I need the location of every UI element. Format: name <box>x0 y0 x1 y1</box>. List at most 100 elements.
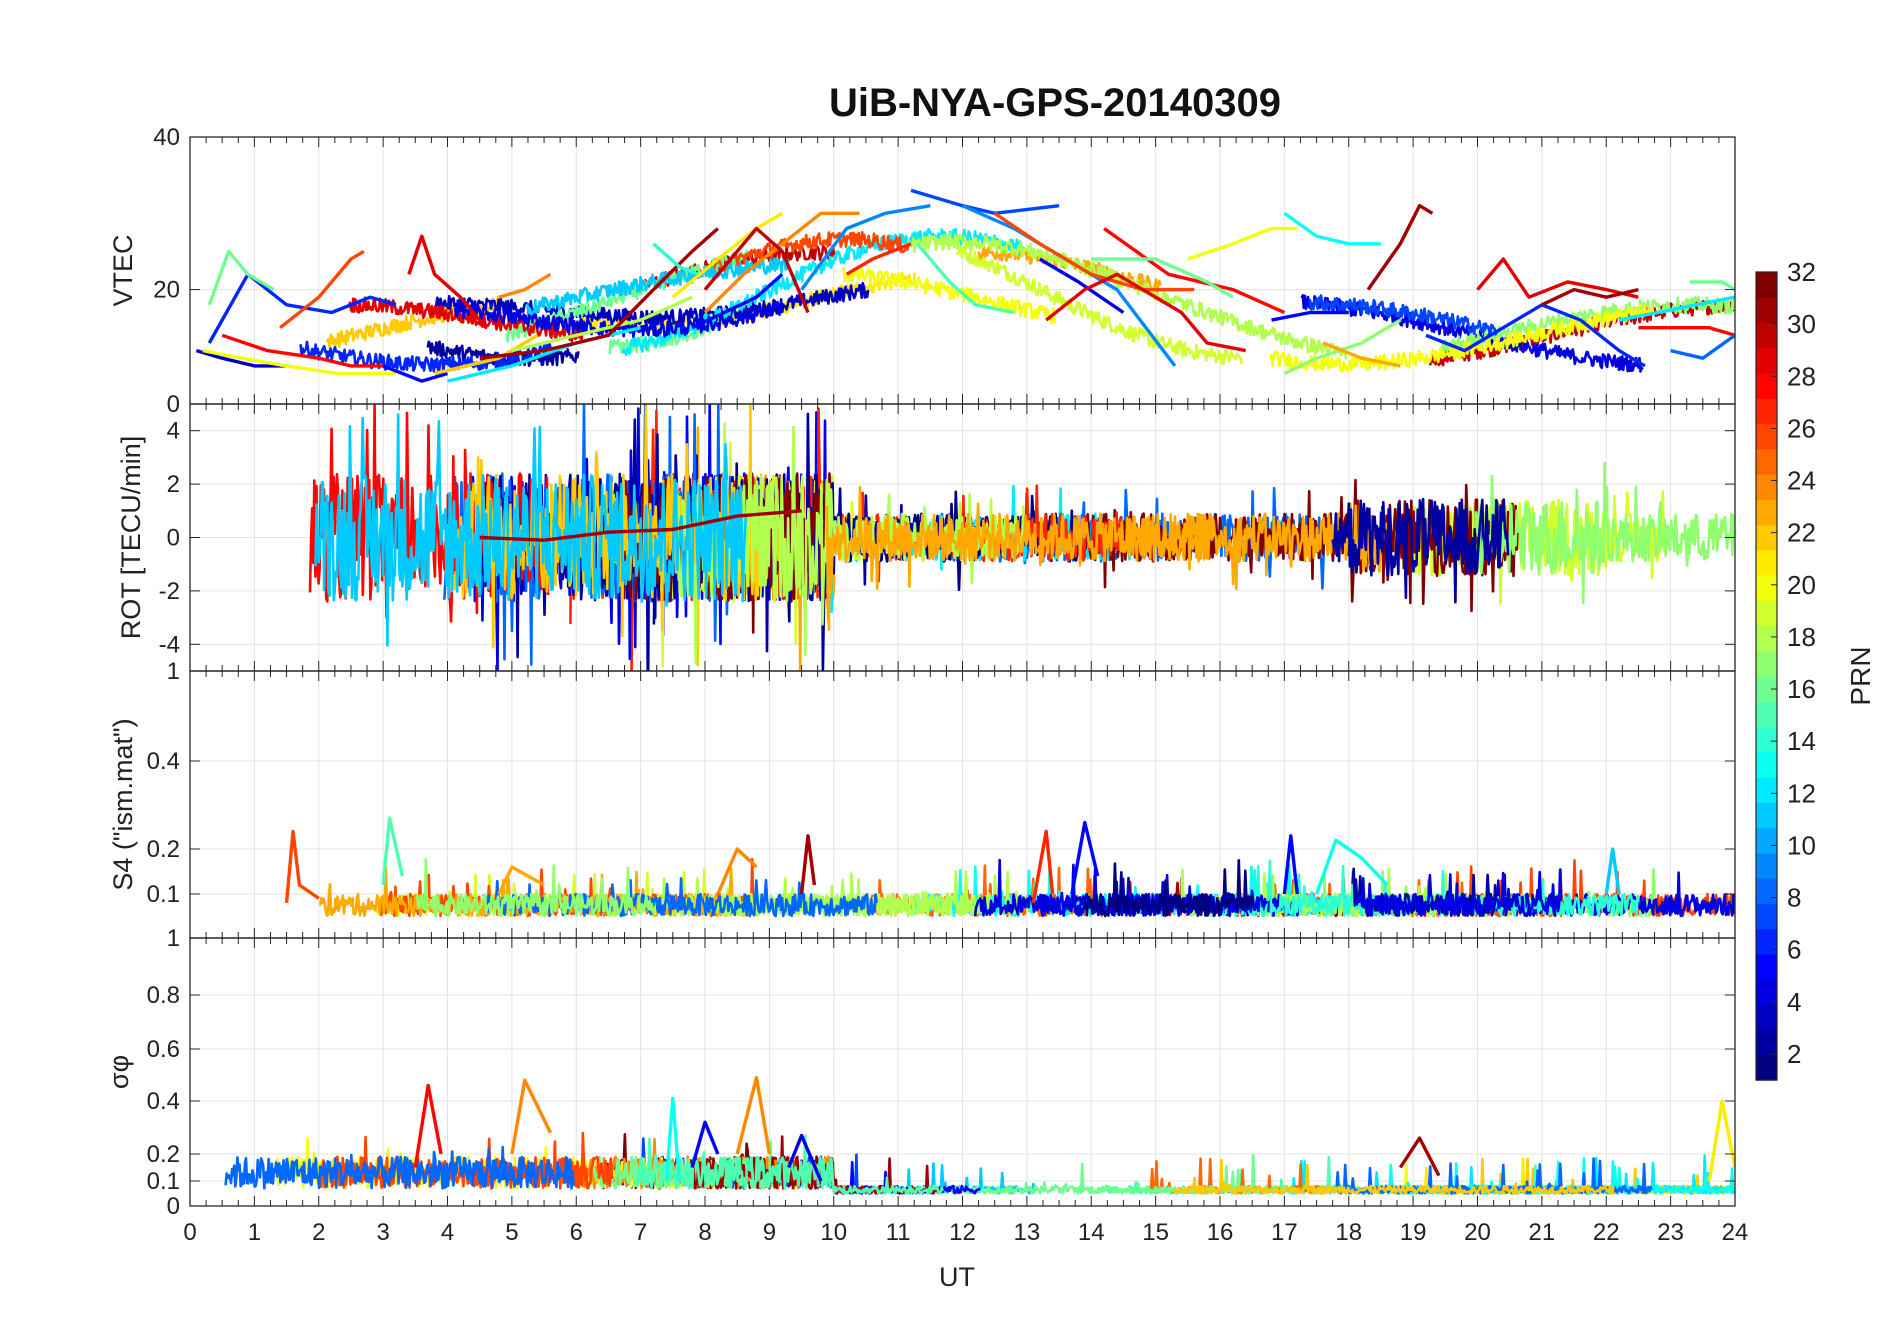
series-line-prn-31 <box>1366 204 1434 291</box>
series-line-prn-24 <box>510 1078 553 1155</box>
colorbar-tick-label: 24 <box>1787 466 1816 496</box>
x-tick-label: 19 <box>1400 1219 1427 1246</box>
y-tick-label: -2 <box>159 578 180 605</box>
y-tick-label: -4 <box>159 631 180 658</box>
y-tick-label: 0.6 <box>147 1036 180 1063</box>
colorbar-swatch <box>1756 600 1777 627</box>
series-line-prn-28 <box>413 1083 443 1168</box>
series-line-prn-6 <box>207 272 397 344</box>
y-tick-label: 0.2 <box>147 1141 180 1168</box>
y-tick-label: 2 <box>167 471 180 498</box>
colorbar-swatch <box>1756 1054 1777 1081</box>
colorbar-swatch <box>1756 373 1777 399</box>
series-line-prn-24 <box>498 272 552 299</box>
colorbar-frame <box>1755 271 1778 1081</box>
series-line-prn-28 <box>1103 227 1286 315</box>
series-line-prn-26 <box>284 829 320 903</box>
y-tick-label: 4 <box>167 418 180 445</box>
colorbar-tick-label: 2 <box>1787 1039 1801 1069</box>
series-line-prn-9 <box>800 204 931 291</box>
series-line-prn-16 <box>1689 280 1735 292</box>
series-line-prn-21 <box>1707 1099 1735 1182</box>
colorbar-swatch <box>1756 524 1777 551</box>
series-group <box>479 509 802 542</box>
series-line-prn-23 <box>497 865 545 895</box>
colorbar-swatch <box>1756 777 1777 803</box>
trace-texture <box>308 404 1735 671</box>
colorbar-tick-label: 14 <box>1787 726 1816 756</box>
series-group <box>413 1075 1735 1182</box>
series-line-prn-3 <box>195 348 287 368</box>
x-tick-label: 1 <box>248 1219 261 1246</box>
colorbar-tick-label: 26 <box>1787 413 1816 443</box>
panel-vtec: 20 40 VTEC <box>108 124 1736 405</box>
colorbar-swatch <box>1756 1004 1777 1031</box>
series-line-prn-26 <box>993 211 1195 292</box>
colorbar-swatch <box>1756 272 1777 298</box>
series-line-prn-22 <box>434 333 539 376</box>
series-line-prn-31 <box>479 509 802 542</box>
colorbar-tick-label: 18 <box>1787 622 1816 652</box>
series-line-prn-5 <box>1271 310 1349 322</box>
y-tick-label: 0.4 <box>147 748 180 775</box>
series-line-prn-13 <box>1314 838 1389 895</box>
colorbar-swatch <box>1756 474 1777 500</box>
colorbar-swatch <box>1756 575 1777 601</box>
series-line-prn-24 <box>703 211 860 314</box>
x-tick-label: 18 <box>1335 1219 1362 1246</box>
series-line-prn-26 <box>279 249 365 330</box>
colorbar-swatch <box>1756 726 1777 753</box>
series-line-prn-30 <box>703 226 810 314</box>
x-tick-label: 6 <box>570 1219 583 1246</box>
y-tick-label: 0.1 <box>147 881 180 908</box>
colorbar-swatch <box>1756 751 1777 778</box>
colorbar-swatch <box>1756 878 1777 904</box>
colorbar-tick-label: 6 <box>1787 935 1801 965</box>
y-axis-label: VTEC <box>108 234 138 306</box>
colorbar-tick-label: 20 <box>1787 570 1816 600</box>
x-tick-label: 20 <box>1464 1219 1491 1246</box>
series-line-prn-31 <box>1398 1136 1441 1177</box>
x-tick-label: 0 <box>183 1219 196 1246</box>
series-line-prn-14 <box>652 242 700 276</box>
series-line-prn-31 <box>799 834 817 895</box>
x-axis-label: UT <box>939 1262 975 1292</box>
series-line-prn-5 <box>690 1120 720 1168</box>
colorbar-swatch <box>1756 625 1777 652</box>
colorbar-swatch <box>1756 297 1777 324</box>
series-line-prn-28 <box>1638 326 1735 337</box>
colorbar-tick-label: 4 <box>1787 987 1801 1017</box>
y-tick-label: 20 <box>153 277 180 304</box>
x-tick-label: 22 <box>1593 1219 1620 1246</box>
colorbar-swatch <box>1756 423 1777 450</box>
series-group <box>284 816 1621 904</box>
series-line-prn-16 <box>1091 257 1234 299</box>
x-tick-label: 4 <box>441 1219 454 1246</box>
series-group <box>195 188 1735 383</box>
series-line-prn-20 <box>1187 226 1298 261</box>
colorbar-tick-label: 8 <box>1787 883 1801 913</box>
colorbar-tick-label: 12 <box>1787 778 1816 808</box>
x-tick-label: 12 <box>949 1219 976 1246</box>
series-line-prn-13 <box>1283 211 1381 246</box>
series-line-prn-5 <box>1282 834 1299 895</box>
colorbar-swatch <box>1756 650 1777 677</box>
x-tick-label: 10 <box>820 1219 847 1246</box>
colorbar-swatch <box>1756 852 1777 879</box>
x-tick-label: 7 <box>634 1219 647 1246</box>
colorbar-tick-label: 10 <box>1787 830 1816 860</box>
chart-title: UiB-NYA-GPS-20140309 <box>829 81 1281 125</box>
series-line-prn-24 <box>735 1075 772 1155</box>
series-line-prn-18 <box>511 295 693 353</box>
y-tick-label: 0.8 <box>147 982 180 1009</box>
series-line-prn-29 <box>407 234 488 329</box>
x-tick-label: 17 <box>1271 1219 1298 1246</box>
colorbar-swatch <box>1756 928 1777 955</box>
x-tick-label: 14 <box>1078 1219 1105 1246</box>
colorbar-swatch <box>1756 802 1777 829</box>
colorbar-swatch <box>1756 549 1777 576</box>
series-line-prn-5 <box>691 273 784 330</box>
x-tick-label: 13 <box>1014 1219 1041 1246</box>
